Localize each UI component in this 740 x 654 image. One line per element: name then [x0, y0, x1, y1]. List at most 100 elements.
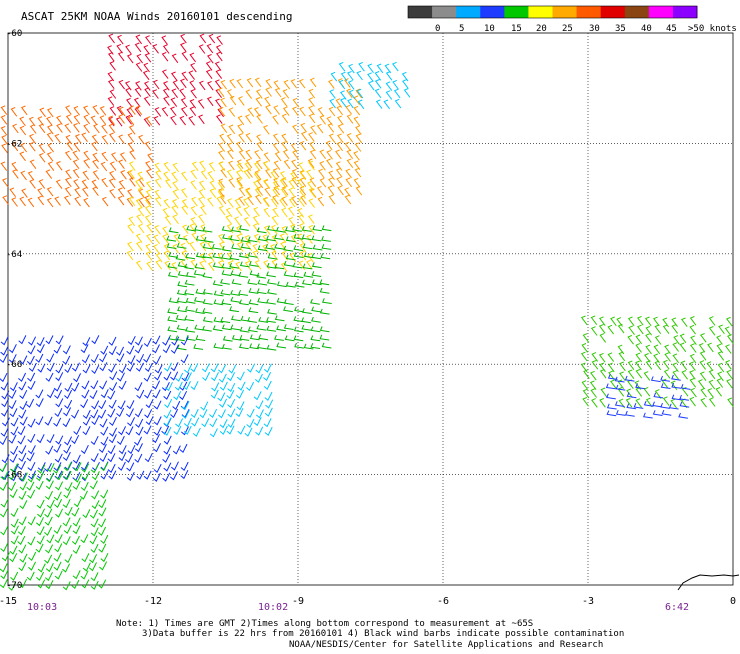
wind-barb: [617, 344, 625, 355]
wind-barb: [347, 70, 354, 81]
wind-barb: [653, 353, 660, 364]
wind-barb: [274, 243, 285, 250]
wind-barb: [10, 535, 19, 545]
wind-barb: [237, 381, 246, 391]
wind-barb: [37, 464, 46, 474]
wind-barb: [193, 270, 204, 276]
wind-barb: [38, 123, 46, 134]
wind-barb: [179, 390, 188, 401]
wind-barb: [162, 344, 171, 354]
wind-barb: [53, 417, 62, 427]
wind-barb: [64, 150, 72, 161]
wind-barb: [580, 315, 588, 326]
wind-barb: [285, 236, 296, 243]
wind-barb: [599, 398, 606, 408]
wind-barb: [385, 71, 393, 81]
wind-barb: [172, 214, 179, 225]
wind-barb: [253, 172, 261, 182]
wind-barb: [99, 106, 107, 116]
wind-barb: [217, 87, 225, 97]
wind-barb: [180, 97, 188, 108]
wind-barb: [164, 362, 173, 372]
wind-barb: [301, 317, 311, 324]
wind-barb: [135, 362, 144, 372]
wind-barb: [316, 185, 324, 196]
wind-barb: [608, 370, 615, 381]
wind-barb: [11, 197, 18, 207]
wind-barb: [312, 244, 323, 251]
wind-barb: [73, 373, 82, 383]
wind-barb: [220, 97, 227, 108]
wind-barb: [47, 107, 54, 118]
wind-barb: [237, 425, 246, 435]
wind-barb: [8, 581, 17, 591]
wind-barb: [354, 142, 362, 152]
time-label-1: 10:03: [27, 602, 57, 613]
wind-barb: [199, 409, 208, 419]
wind-barb: [151, 344, 160, 354]
wind-barb: [117, 187, 125, 197]
wind-barb: [144, 205, 152, 216]
wind-barb: [263, 152, 271, 162]
wind-barb: [316, 123, 324, 134]
wind-barb: [90, 353, 99, 364]
wind-barb: [654, 389, 662, 399]
wind-barb: [338, 61, 346, 72]
wind-barb: [0, 161, 8, 171]
wind-barb: [327, 123, 335, 133]
wind-barb: [56, 115, 63, 125]
wind-barb: [134, 436, 143, 446]
wind-barb: [319, 326, 330, 333]
wind-barb: [134, 408, 143, 418]
wind-barb: [189, 106, 197, 116]
wind-barb: [65, 177, 72, 188]
wind-barb: [218, 178, 225, 188]
wind-barb: [62, 498, 71, 509]
wind-barb: [36, 526, 45, 536]
wind-barb: [28, 470, 37, 480]
wind-barb: [100, 161, 108, 172]
wind-barb: [165, 178, 172, 189]
wind-barb: [218, 106, 226, 117]
wind-barb: [38, 152, 46, 163]
wind-barb: [255, 364, 264, 374]
wind-barb: [320, 253, 331, 260]
wind-barb: [151, 433, 160, 444]
wind-barb: [19, 553, 28, 563]
wind-barb: [145, 399, 154, 409]
barb-region-green-middle: [166, 225, 332, 351]
wind-barb: [138, 188, 145, 199]
wind-barb: [36, 535, 45, 545]
wind-barb: [209, 180, 217, 190]
wind-barb: [118, 79, 125, 90]
wind-barb: [401, 71, 409, 82]
wind-barb: [679, 333, 687, 344]
wind-barb: [299, 140, 307, 151]
wind-barb: [306, 259, 313, 270]
wind-barb: [185, 253, 196, 260]
wind-barb: [170, 344, 179, 354]
wind-barb: [108, 79, 115, 89]
wind-barb: [288, 179, 296, 190]
wind-barb: [283, 299, 294, 305]
wind-barb: [236, 371, 245, 381]
wind-barb: [264, 96, 271, 107]
barb-region-cyan-lower: [163, 362, 274, 438]
wind-barb: [202, 308, 213, 314]
wind-barb: [62, 517, 71, 527]
wind-barb: [46, 534, 55, 544]
wind-barb: [198, 44, 206, 54]
wind-barb: [191, 161, 199, 171]
wind-barb: [91, 141, 98, 152]
wind-barb: [83, 114, 90, 125]
wind-barb: [348, 89, 356, 100]
wind-barb: [143, 470, 152, 480]
legend-labels: 0 5 10 15 20 25 30 35 40 45 >50 knots: [435, 24, 737, 34]
wind-barb: [247, 236, 258, 243]
wind-barb: [153, 244, 160, 254]
wind-barb: [115, 116, 123, 127]
wind-barb: [43, 462, 52, 472]
wind-barb: [176, 324, 187, 331]
wind-barb: [100, 552, 109, 563]
wind-barb: [680, 360, 688, 371]
